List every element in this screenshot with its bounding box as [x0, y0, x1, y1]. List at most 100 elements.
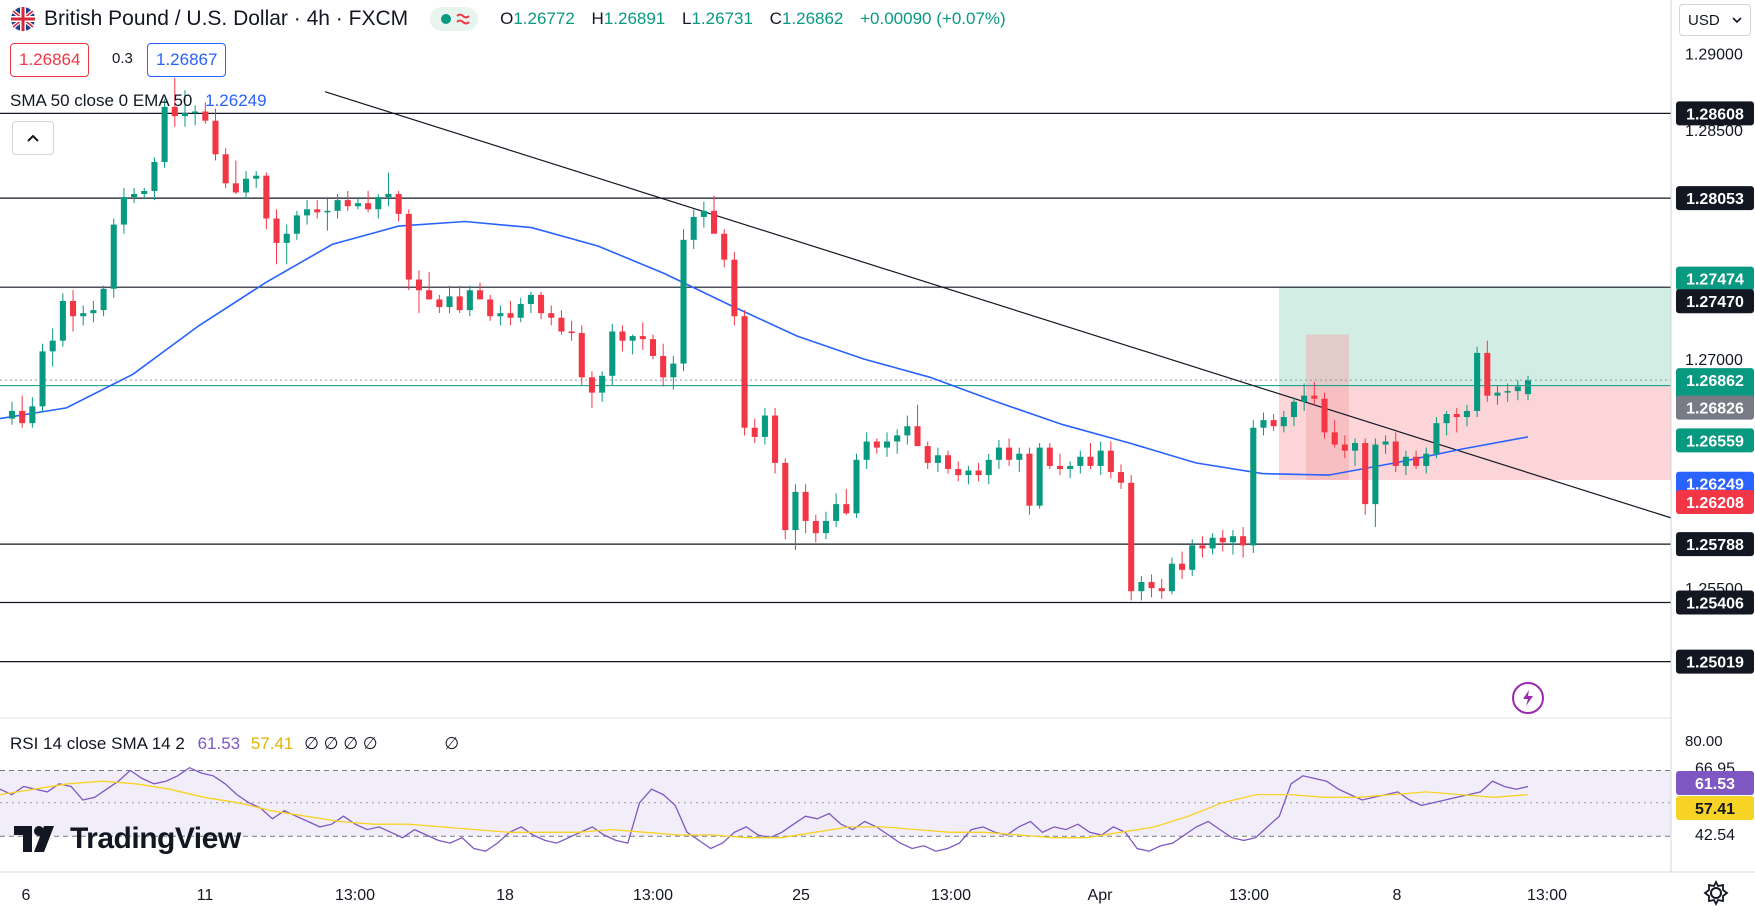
candle-body	[700, 210, 707, 217]
candle-body	[1006, 447, 1013, 460]
time-axis[interactable]: 6 11 13:00 18 13:00 25 13:00 Apr 13:00 8 13:00	[0, 871, 1755, 904]
candle-body	[883, 441, 891, 448]
rsi-line	[0, 766, 1529, 852]
candle-body	[690, 216, 697, 240]
lightning-icon[interactable]	[1512, 682, 1544, 714]
level-label-126559: 1.26559	[1686, 433, 1744, 450]
candle	[263, 172, 270, 230]
level-label-126559-bg	[1676, 428, 1754, 453]
candle-body	[426, 290, 433, 300]
ohlc-low-value: 1.26731	[691, 9, 753, 28]
candle	[1524, 375, 1532, 401]
candle-body	[761, 415, 768, 437]
rsi-value-label: 61.53	[1695, 776, 1735, 793]
candle-body	[1240, 536, 1247, 546]
market-open-icon[interactable]	[430, 7, 479, 31]
horizontal-levels[interactable]	[0, 112, 1671, 663]
candle-body	[1189, 545, 1196, 570]
candle	[1117, 464, 1125, 489]
candle	[863, 432, 870, 469]
symbol-title[interactable]: British Pound / U.S. Dollar · 4h · FXCM	[44, 7, 409, 30]
chevron-up-icon	[27, 134, 39, 142]
price-axis[interactable]: 1.290001.285001.270001.2550080.001.28608…	[1670, 0, 1755, 912]
candle	[700, 201, 707, 228]
candle-body	[1128, 482, 1135, 592]
candle	[1484, 340, 1491, 402]
candle-body	[1301, 395, 1308, 402]
candle-body	[100, 288, 107, 311]
candle-body	[90, 310, 97, 314]
candle	[955, 461, 962, 482]
candle	[1494, 384, 1501, 405]
candle-body	[466, 290, 473, 311]
rsi-value-label-bg	[1676, 771, 1754, 795]
candle-body	[1413, 456, 1420, 466]
candle	[1056, 453, 1064, 476]
candle-body	[1097, 450, 1104, 466]
ema-line	[0, 220, 1529, 476]
candle-body	[1056, 465, 1064, 469]
candle	[629, 334, 636, 355]
ema50-line	[0, 220, 1529, 476]
settings-gear-icon[interactable]	[1703, 880, 1729, 906]
buy-button[interactable]: 1.26867	[147, 43, 227, 77]
candle-body	[314, 209, 321, 213]
candle-body	[527, 294, 534, 305]
candle-body	[822, 520, 829, 534]
chevron-down-icon	[1732, 17, 1742, 24]
candle-body	[415, 279, 423, 291]
candle-body	[945, 455, 952, 469]
sell-button[interactable]: 1.26864	[10, 43, 90, 77]
candle-body	[1362, 443, 1369, 505]
candle-body	[792, 491, 799, 531]
candle	[1229, 530, 1236, 555]
candle	[945, 450, 952, 474]
candle-body	[995, 447, 1002, 460]
level-label-125406-bg	[1676, 590, 1754, 615]
candle-body	[1524, 380, 1532, 395]
candle-body	[171, 106, 178, 117]
candle-body	[629, 336, 636, 341]
candle	[324, 197, 331, 231]
candle-body	[446, 296, 453, 308]
candle	[1148, 574, 1155, 598]
ma-legend[interactable]: SMA 50 close 0 EMA 50 1.26249	[10, 91, 267, 111]
candle-body	[1179, 563, 1186, 570]
candle-body	[741, 316, 748, 428]
candle-body	[660, 355, 667, 378]
candle	[151, 157, 158, 201]
candle	[446, 285, 453, 314]
candle-body	[568, 331, 575, 334]
candle	[212, 108, 219, 161]
candle-body	[1280, 417, 1287, 427]
candle-body	[558, 317, 565, 332]
ohlc-close-key: C	[769, 9, 782, 28]
candle-body	[1494, 392, 1501, 396]
candle	[171, 77, 178, 127]
candle	[59, 293, 66, 347]
rsi-sma-line	[0, 780, 1529, 839]
currency-select[interactable]: USD	[1679, 4, 1751, 36]
rsi-legend[interactable]: RSI 14 close SMA 14 2 61.53 57.41 ∅ ∅ ∅ …	[10, 734, 459, 754]
candle-body	[680, 239, 687, 364]
collapse-legend-button[interactable]	[12, 121, 54, 155]
candle	[49, 328, 56, 367]
candle	[1016, 447, 1023, 473]
candle	[1250, 420, 1257, 554]
currency-select-label: USD	[1688, 11, 1720, 29]
candle	[812, 514, 819, 543]
candle	[487, 294, 494, 321]
candle-body	[80, 313, 87, 317]
tradingview-logo[interactable]: TradingView	[14, 822, 241, 856]
candle-body	[924, 446, 931, 463]
candle	[395, 190, 402, 222]
candle	[365, 190, 372, 213]
trendline[interactable]	[324, 91, 1672, 519]
candle-body	[365, 203, 372, 210]
candle	[120, 187, 127, 234]
candle	[965, 465, 972, 485]
candle	[242, 171, 250, 199]
candle	[1260, 412, 1267, 436]
candle	[1036, 443, 1043, 509]
